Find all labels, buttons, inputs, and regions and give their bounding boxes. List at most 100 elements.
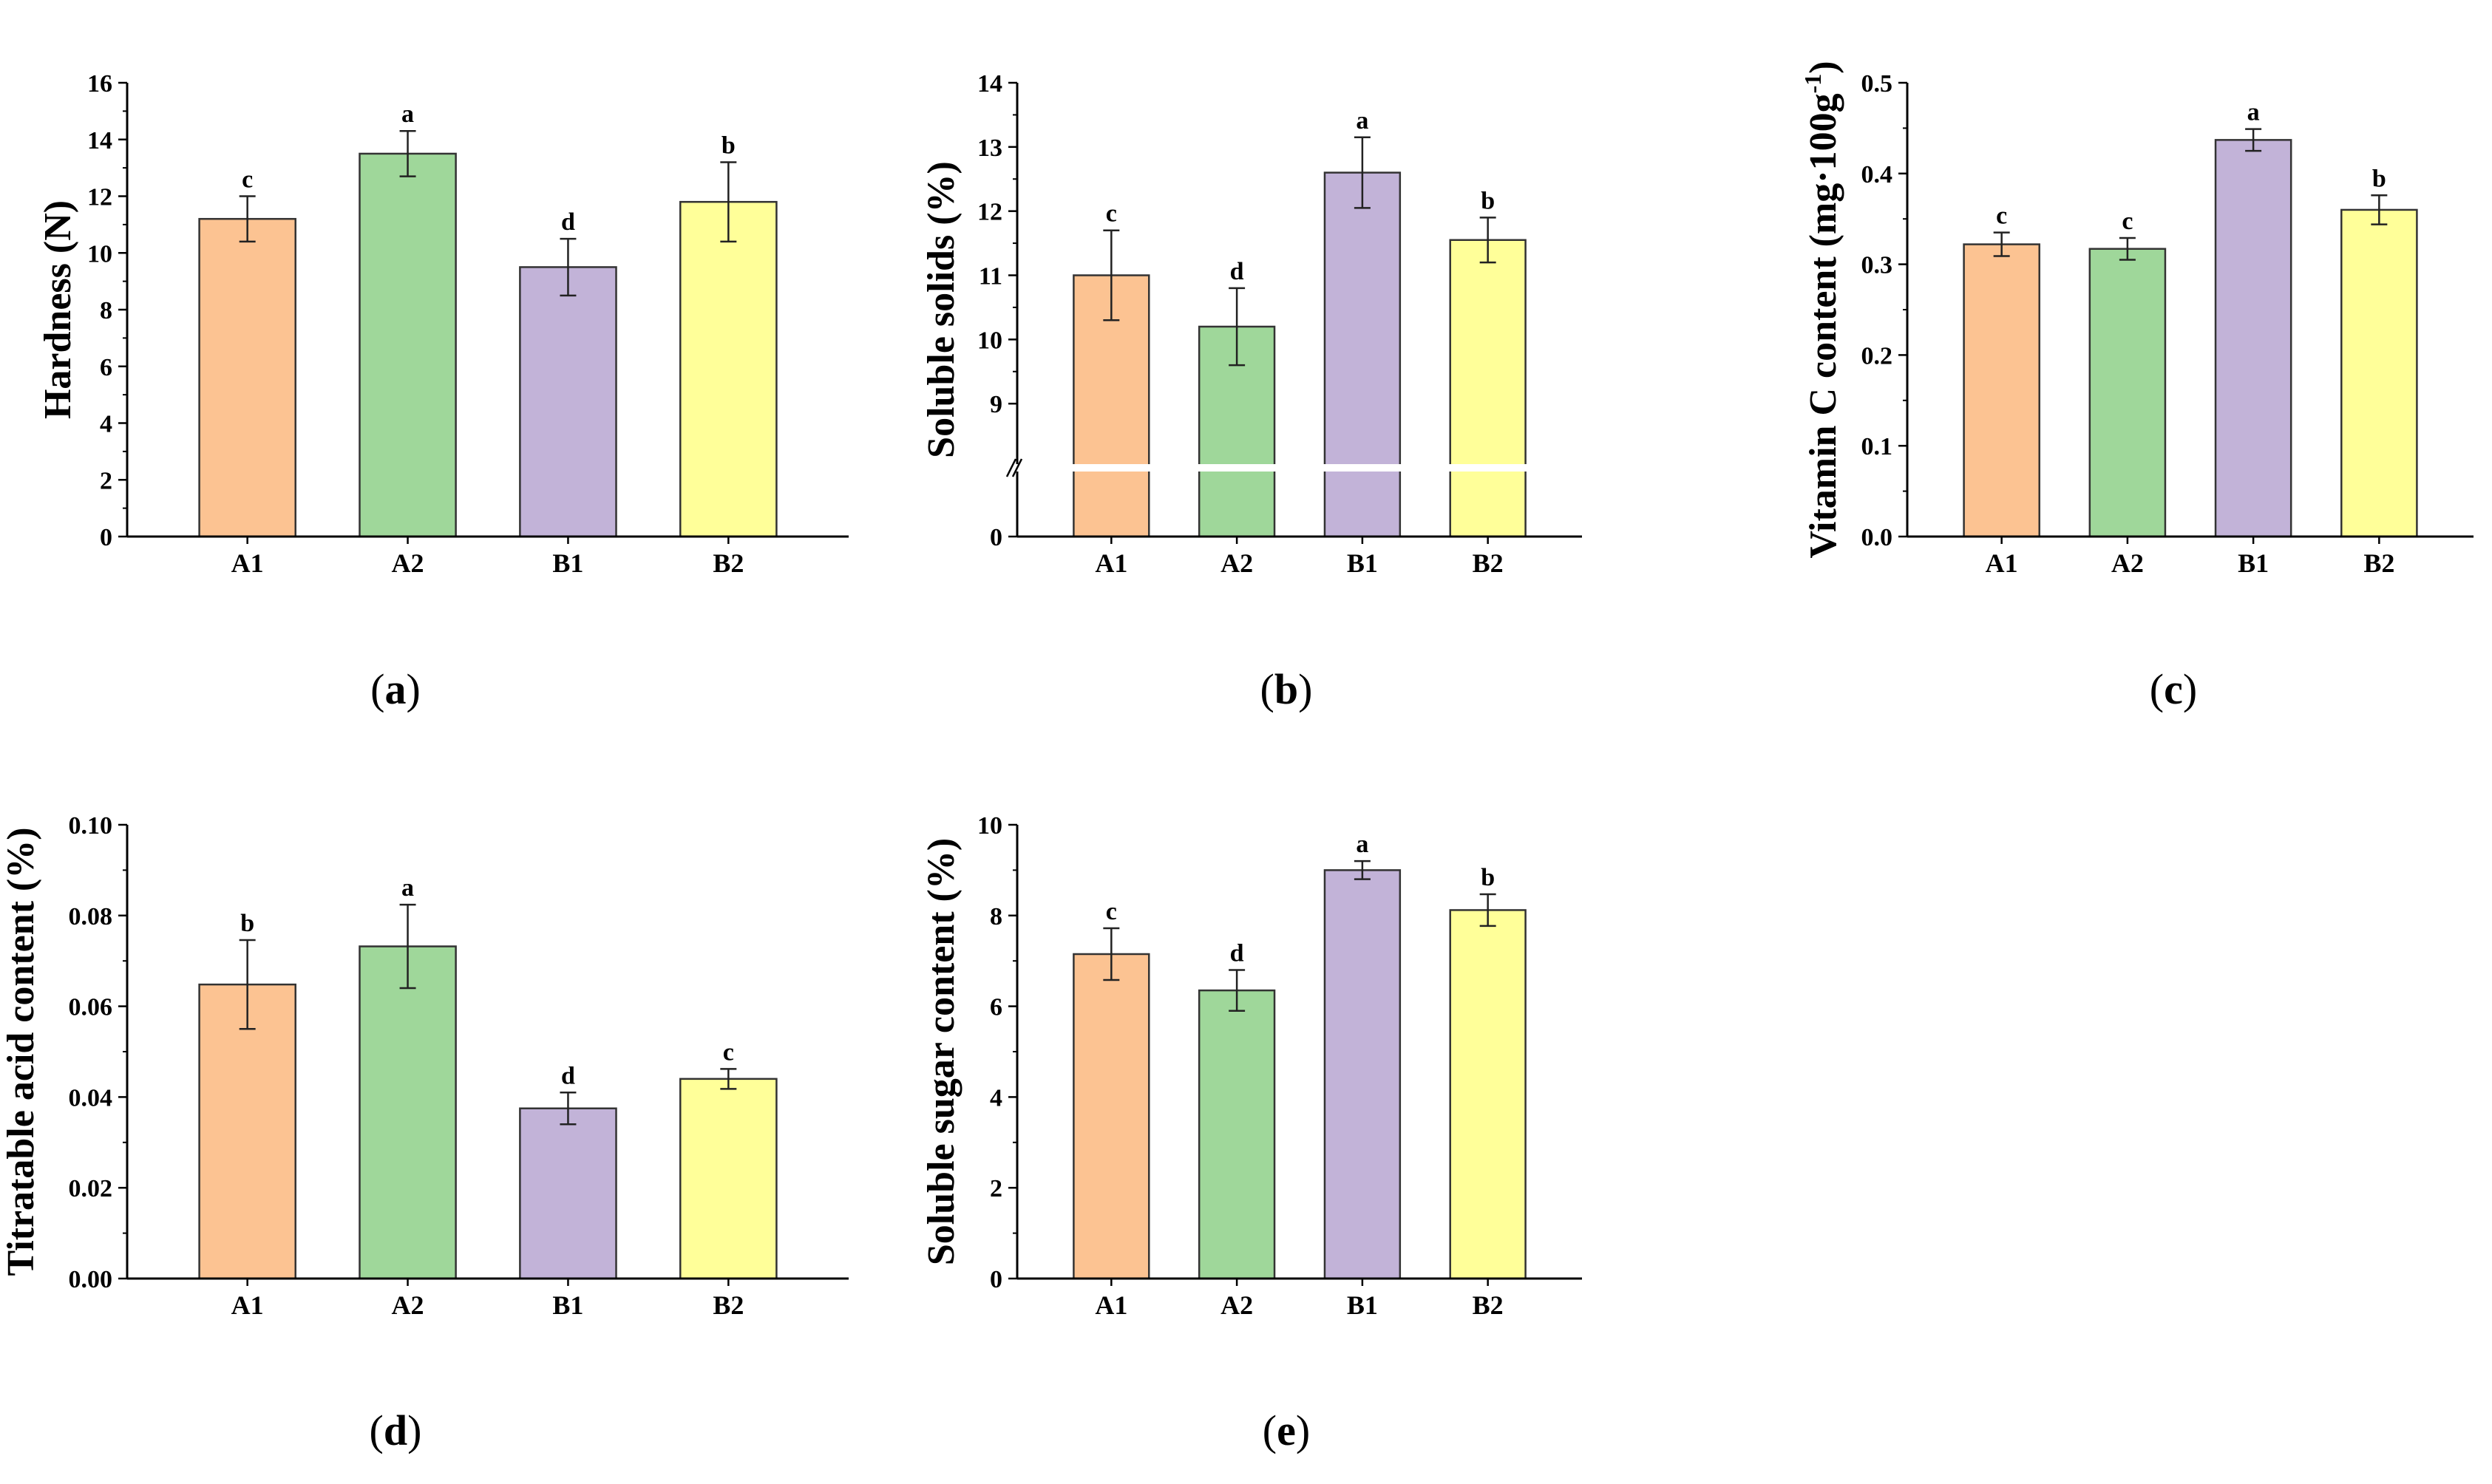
y-tick-label: 6 — [100, 354, 112, 381]
significance-letter: d — [1230, 939, 1244, 967]
x-tick-label: B2 — [1473, 548, 1504, 578]
panel-label: (a) — [370, 665, 421, 713]
x-tick-label: B2 — [713, 1290, 744, 1320]
x-tick-label: A2 — [392, 1290, 424, 1320]
bar-c-B1 — [2214, 139, 2292, 538]
significance-letter: a — [1356, 831, 1368, 858]
y-tick-label: 0.08 — [69, 903, 113, 930]
significance-letter: c — [2122, 208, 2133, 235]
x-tick-label: B1 — [552, 1290, 583, 1320]
y-tick-label: 0.5 — [1861, 70, 1893, 98]
significance-letter: b — [2372, 165, 2386, 192]
bar-d-B1 — [519, 1107, 617, 1280]
y-tick-label: 2 — [990, 1175, 1002, 1202]
y-tick-label: 0 — [990, 524, 1002, 551]
significance-letter: d — [561, 208, 575, 236]
x-tick-label: A2 — [1220, 548, 1253, 578]
panel-label: (b) — [1260, 665, 1313, 713]
y-tick-label: 14 — [977, 70, 1002, 98]
y-tick-label: 0.10 — [69, 812, 113, 840]
chart-panel-e: c A1 d A2 a B1 b B2 0 2 4 6 8 10 Soluble sugar content… — [920, 812, 1582, 1454]
bar-e-A1 — [1073, 953, 1150, 1280]
significance-letter: a — [401, 874, 414, 902]
y-axis-label: Soluble sugar content (%) — [920, 838, 962, 1265]
significance-letter: c — [1996, 202, 2007, 230]
bar-c-B2 — [2340, 208, 2418, 538]
y-tick-label: 0.02 — [69, 1175, 113, 1202]
y-tick-label: 8 — [990, 903, 1002, 930]
bar-e-B1 — [1323, 869, 1402, 1280]
panel-label: (e) — [1263, 1406, 1310, 1454]
y-tick-label: 0 — [990, 1266, 1002, 1293]
y-axis-label: Soluble solids (%) — [920, 161, 962, 458]
panel-label: (c) — [2150, 665, 2197, 713]
bar-c-A1 — [1963, 243, 2040, 538]
x-tick-label: B2 — [1473, 1290, 1504, 1320]
bar-c-A2 — [2088, 248, 2167, 538]
x-tick-label: B1 — [1347, 1290, 1378, 1320]
y-tick-label: 4 — [100, 411, 112, 438]
x-tick-label: A1 — [231, 548, 264, 578]
x-tick-label: B1 — [2238, 548, 2269, 578]
y-tick-label: 0.3 — [1861, 252, 1893, 279]
bar-d-A1 — [198, 983, 296, 1280]
y-tick-label: 0.2 — [1861, 342, 1893, 370]
x-tick-label: B1 — [1347, 548, 1378, 578]
y-tick-label: 16 — [87, 70, 112, 98]
y-tick-label: 12 — [977, 199, 1002, 226]
chart-panel-d: b A1 a A2 d B1 c B2 0.00 0.02 0.04 0.06 0.08 0.10 Titr… — [0, 812, 849, 1454]
significance-letter: c — [1106, 898, 1117, 925]
bar-a-A2 — [359, 152, 457, 538]
x-tick-label: B1 — [552, 548, 583, 578]
significance-letter: c — [242, 166, 253, 194]
x-tick-label: A2 — [2111, 548, 2144, 578]
bar-a-B2 — [679, 200, 778, 538]
y-axis-label: Vitamin C content (mg·100g-1) — [1799, 61, 1844, 558]
significance-letter: b — [240, 910, 254, 937]
x-tick-label: A1 — [1095, 548, 1127, 578]
y-tick-label: 4 — [990, 1084, 1002, 1112]
significance-letter: d — [561, 1062, 575, 1089]
y-tick-label: 9 — [990, 391, 1002, 418]
x-tick-label: A1 — [231, 1290, 264, 1320]
y-axis-label: Hardness (N) — [37, 200, 79, 419]
y-tick-label: 11 — [979, 263, 1002, 290]
y-tick-label: 14 — [87, 127, 112, 154]
chart-panel-a: c A1 a A2 d B1 b B2 0 2 4 6 8 10 12 14 16 Hardness (N) (a) — [37, 70, 849, 713]
significance-letter: a — [1356, 107, 1368, 135]
y-tick-label: 10 — [977, 812, 1002, 840]
axis-break-gap — [1002, 464, 1582, 472]
significance-letter: b — [1481, 187, 1495, 214]
x-tick-label: A1 — [1986, 548, 2018, 578]
bar-e-B2 — [1449, 909, 1527, 1280]
panel-label: (d) — [370, 1406, 422, 1454]
y-tick-label: 13 — [977, 135, 1002, 162]
y-tick-label: 2 — [100, 467, 112, 494]
bar-b-B1 — [1323, 171, 1402, 538]
significance-letter: a — [2247, 99, 2260, 126]
y-tick-label: 0.0 — [1861, 524, 1893, 551]
y-tick-label: 0.04 — [69, 1084, 113, 1112]
x-tick-label: A2 — [1220, 1290, 1253, 1320]
x-tick-label: B2 — [713, 548, 744, 578]
axis-break-mark — [1005, 458, 1017, 477]
bar-d-B2 — [679, 1078, 778, 1280]
x-tick-label: A1 — [1095, 1290, 1127, 1320]
significance-letter: a — [401, 101, 414, 128]
significance-letter: c — [723, 1038, 734, 1066]
y-tick-label: 0.06 — [69, 994, 113, 1021]
y-tick-label: 0.1 — [1861, 433, 1893, 460]
y-tick-label: 8 — [100, 297, 112, 324]
y-tick-label: 6 — [990, 994, 1002, 1021]
x-tick-label: B2 — [2363, 548, 2394, 578]
y-tick-label: 0.00 — [69, 1266, 113, 1293]
y-tick-label: 10 — [977, 327, 1002, 354]
bar-e-A2 — [1198, 989, 1276, 1280]
significance-letter: c — [1106, 200, 1117, 228]
axis-break-mark — [1011, 458, 1023, 477]
x-tick-label: A2 — [392, 548, 424, 578]
y-axis-label: Titratable acid content (%) — [0, 827, 42, 1276]
significance-letter: b — [722, 132, 736, 159]
chart-panel-b: c A1 d A2 a B1 b B2 0 9 10 11 12 13 14 Soluble solids (… — [920, 70, 1582, 713]
